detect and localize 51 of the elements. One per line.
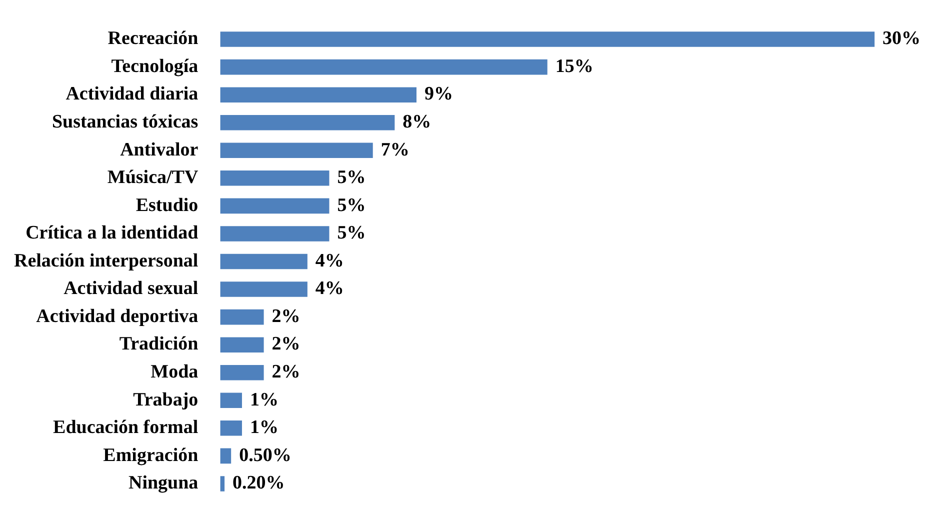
data-label: 1% [250,389,278,410]
y-tick-label: Actividad sexual [64,278,198,300]
data-label: 5% [337,222,366,244]
bar [220,59,548,75]
y-tick-label: Recreación [108,28,199,50]
data-label: 30% [882,28,921,50]
bar [220,114,395,130]
data-label: 7% [380,139,410,160]
data-label: 1% [250,417,278,438]
data-label: 0.50% [239,444,292,466]
y-tick-label: Moda [150,362,199,383]
data-label: 9% [424,84,453,105]
bar [220,32,875,47]
data-label: 0.20% [232,472,285,494]
y-tick-label: Crítica a la identidad [26,222,199,244]
data-label: 4% [315,278,344,300]
bar [220,337,264,352]
data-label: 2% [272,306,300,327]
y-tick-label: Educación formal [53,417,198,438]
data-label: 2% [272,362,300,383]
y-tick-label: Actividad deportiva [36,306,199,327]
bar [220,142,373,158]
data-label: 5% [337,167,366,188]
y-tick-label: Sustancias tóxicas [52,112,198,133]
bar [220,254,308,270]
bar [220,448,232,464]
bar [220,170,330,186]
data-label: 8% [402,112,432,133]
bar [220,226,330,242]
y-tick-label: Tecnología [111,56,199,77]
data-label: 5% [337,194,366,216]
bar [220,282,308,297]
y-tick-label: Tradición [119,334,199,355]
data-label: 15% [555,56,594,77]
bar [220,87,416,102]
bar [220,309,264,325]
data-label: 4% [315,250,344,272]
y-tick-label: Música/TV [107,167,198,188]
y-tick-label: Antivalor [120,139,199,160]
bar [220,476,225,492]
y-tick-label: Estudio [136,194,198,216]
y-tick-label: Relación interpersonal [14,250,198,272]
y-tick-label: Actividad diaria [66,84,199,105]
bar [220,392,242,408]
y-tick-label: Ninguna [128,472,199,494]
bar [220,420,242,436]
y-tick-label: Emigración [103,444,199,466]
bar [220,364,264,380]
y-tick-label: Trabajo [133,389,198,410]
bar [220,198,330,214]
data-label: 2% [272,334,300,355]
